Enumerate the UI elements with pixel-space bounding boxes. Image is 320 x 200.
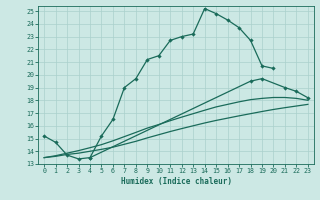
X-axis label: Humidex (Indice chaleur): Humidex (Indice chaleur) — [121, 177, 231, 186]
